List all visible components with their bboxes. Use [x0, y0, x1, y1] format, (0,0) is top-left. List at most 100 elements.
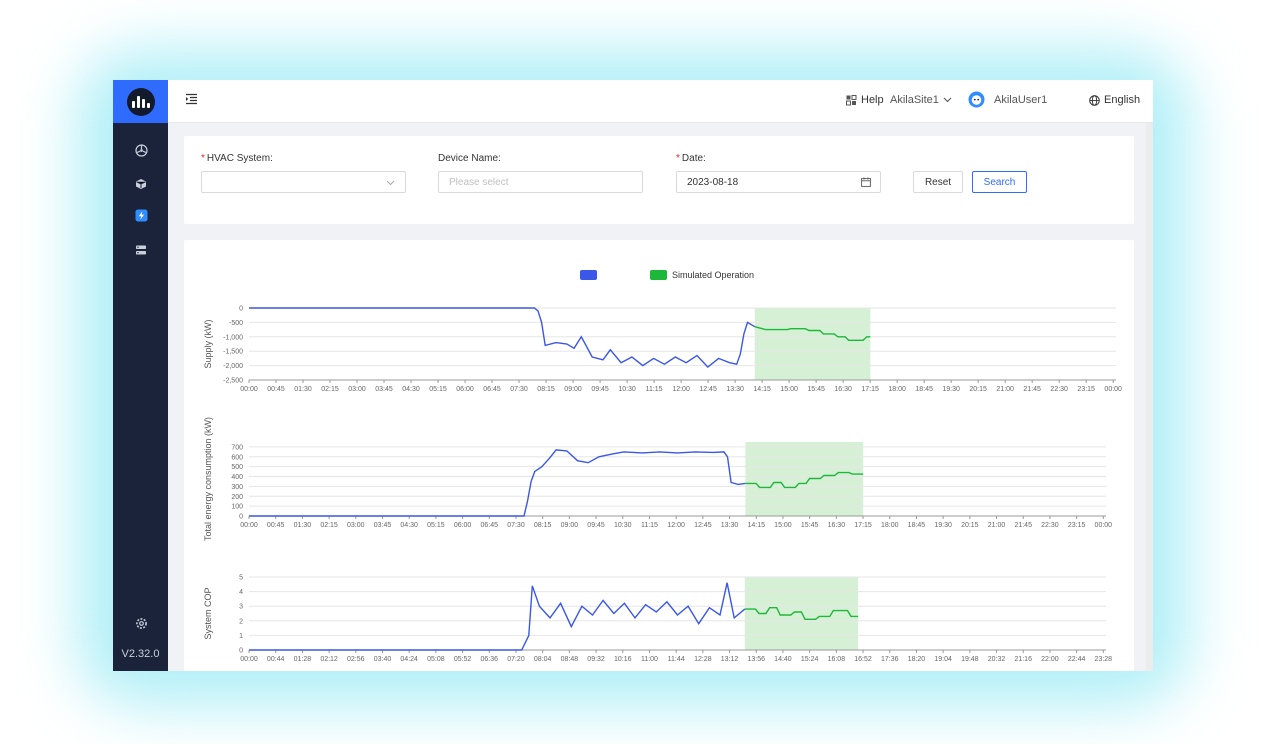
y-tick-label: 1	[239, 633, 243, 640]
simulated-window-band	[745, 442, 864, 516]
server-rack-icon	[136, 245, 146, 255]
x-tick-label: 08:15	[534, 522, 552, 529]
x-tick-label: 15:00	[774, 522, 792, 529]
legend-actual-swatch[interactable]	[580, 270, 597, 280]
chevron-down-icon	[943, 97, 952, 103]
x-tick-label: 19:04	[934, 656, 952, 663]
simulated-window-band	[754, 308, 871, 380]
x-tick-label: 20:32	[988, 656, 1006, 663]
gear-icon	[135, 617, 147, 629]
x-tick-label: 00:00	[240, 386, 258, 393]
x-tick-label: 01:30	[294, 386, 312, 393]
sidebar-item-hvac[interactable]	[134, 143, 148, 157]
x-tick-label: 09:45	[591, 386, 609, 393]
x-tick-label: 06:00	[454, 522, 472, 529]
x-tick-label: 00:45	[267, 386, 285, 393]
x-tick-label: 09:45	[587, 522, 605, 529]
x-tick-label: 13:12	[721, 656, 739, 663]
x-tick-label: 21:00	[988, 522, 1006, 529]
x-tick-label: 07:30	[507, 522, 525, 529]
x-tick-label: 10:30	[614, 522, 632, 529]
reset-button[interactable]: Reset	[913, 171, 963, 193]
x-tick-label: 22:30	[1050, 386, 1068, 393]
x-tick-label: 06:36	[481, 656, 499, 663]
x-tick-label: 04:24	[400, 656, 418, 663]
x-tick-label: 06:00	[456, 386, 474, 393]
page-scrollbar[interactable]	[1146, 123, 1153, 671]
avatar	[968, 91, 985, 108]
x-tick-label: 18:45	[908, 522, 926, 529]
energy-bolt-icon	[135, 209, 147, 221]
y-axis-label: Supply (kW)	[203, 319, 213, 368]
logo[interactable]	[113, 80, 168, 123]
x-tick-label: 10:30	[618, 386, 636, 393]
sidebar-item-servers[interactable]	[134, 243, 148, 257]
simulated-series-line	[745, 471, 864, 489]
collapse-menu-button[interactable]	[185, 93, 198, 105]
user-menu[interactable]: AkilaUser1	[968, 91, 1047, 108]
x-tick-label: 11:44	[668, 656, 685, 663]
x-tick-label: 03:40	[374, 656, 392, 663]
x-tick-label: 21:16	[1014, 656, 1032, 663]
actual-series-line	[249, 582, 746, 651]
help-label: Help	[861, 94, 884, 106]
x-tick-label: 00:45	[267, 522, 285, 529]
y-tick-label: -1,000	[223, 334, 243, 341]
x-tick-label: 11:15	[646, 386, 663, 393]
language-selector[interactable]: English	[1089, 94, 1140, 106]
language-label: English	[1104, 94, 1141, 106]
x-tick-label: 01:28	[294, 656, 312, 663]
y-tick-label: 3	[239, 604, 243, 611]
help-link[interactable]: Help	[846, 94, 884, 106]
x-tick-label: 23:15	[1068, 522, 1086, 529]
hvac-system-select[interactable]	[201, 171, 406, 193]
x-tick-label: 13:30	[726, 386, 744, 393]
x-tick-label: 03:00	[347, 522, 365, 529]
x-tick-label: 02:56	[347, 656, 365, 663]
legend-simulated-swatch[interactable]	[650, 270, 667, 280]
x-tick-label: 02:15	[321, 386, 339, 393]
x-tick-label: 01:30	[294, 522, 312, 529]
y-tick-label: 2	[239, 618, 243, 625]
x-tick-label: 12:45	[699, 386, 717, 393]
top-header: Help AkilaSite1 AkilaUser1 English	[168, 80, 1153, 123]
x-tick-label: 19:30	[942, 386, 960, 393]
x-tick-label: 05:15	[429, 386, 447, 393]
date-picker[interactable]: 2023-08-18	[676, 171, 881, 193]
x-tick-label: 05:52	[454, 656, 472, 663]
x-tick-label: 20:15	[969, 386, 987, 393]
x-tick-label: 04:30	[402, 386, 420, 393]
x-tick-label: 08:04	[534, 656, 552, 663]
x-tick-label: 11:00	[641, 656, 658, 663]
sidebar-item-devices[interactable]	[134, 177, 148, 191]
y-tick-label: 700	[231, 444, 243, 451]
settings-button[interactable]	[134, 616, 148, 630]
x-tick-label: 03:00	[348, 386, 366, 393]
x-tick-label: 14:15	[747, 522, 765, 529]
site-selector[interactable]: AkilaSite1	[890, 94, 952, 106]
x-tick-label: 11:15	[641, 522, 658, 529]
x-tick-label: 12:45	[694, 522, 712, 529]
x-tick-label: 00:00	[1095, 522, 1113, 529]
x-tick-label: 18:00	[888, 386, 906, 393]
x-tick-label: 02:12	[320, 656, 338, 663]
x-tick-label: 18:00	[881, 522, 899, 529]
x-tick-label: 12:28	[694, 656, 712, 663]
logo-mark-icon	[126, 87, 155, 116]
device-name-select[interactable]: Please select	[438, 171, 643, 193]
x-tick-label: 22:44	[1068, 656, 1086, 663]
chevron-down-icon	[386, 180, 395, 186]
x-tick-label: 18:20	[908, 656, 926, 663]
app-version: V2.32.0	[121, 648, 160, 660]
x-tick-label: 15:45	[801, 522, 819, 529]
search-button[interactable]: Search	[972, 171, 1027, 193]
x-tick-label: 06:45	[483, 386, 501, 393]
x-tick-label: 10:16	[614, 656, 632, 663]
x-tick-label: 09:00	[561, 522, 579, 529]
x-tick-label: 03:45	[374, 522, 392, 529]
sidebar-item-energy[interactable]	[134, 208, 148, 222]
date-label: * Date:	[676, 153, 706, 164]
y-tick-label: 0	[239, 648, 243, 655]
y-tick-label: 300	[231, 484, 243, 491]
